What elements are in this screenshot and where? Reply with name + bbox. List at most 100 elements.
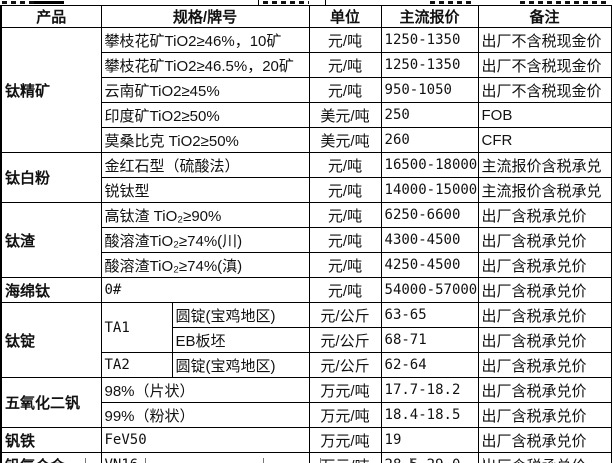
unit-cell: 万元/吨 xyxy=(308,377,382,403)
product-cell: 五氧化二钒 xyxy=(0,377,102,428)
clipped-text-fragment xyxy=(430,1,472,4)
note-cell: 出厂不含税现金价 xyxy=(477,77,612,103)
note-cell: 出厂不含税现金价 xyxy=(477,52,612,78)
header-spec: 规格/牌号 xyxy=(100,5,310,28)
note-cell: 出厂含税承兑价 xyxy=(477,352,612,378)
clipped-gridline-stub xyxy=(483,458,484,463)
clipped-text-fragment xyxy=(263,1,309,4)
product-cell: 钛渣 xyxy=(0,202,102,278)
product-cell: 钛锭 xyxy=(0,302,102,378)
note-cell: 出厂含税承兑价 xyxy=(477,452,612,463)
spec-cell: 高钛渣 TiO₂≥90% xyxy=(100,202,310,228)
table-row: 钛锭 TA1 圆锭(宝鸡地区) 元/公斤 63-65 出厂含税承兑价 xyxy=(0,302,612,378)
note-cell: 出厂不含税现金价 xyxy=(477,27,612,53)
clipped-gridline-stub xyxy=(410,458,411,463)
clipped-gridline-stub xyxy=(85,458,86,463)
clipped-gridline-stub xyxy=(325,0,326,5)
note-cell: 出厂含税承兑价 xyxy=(477,202,612,228)
spec-cell: 99%（粉状） xyxy=(100,402,310,428)
note-cell: 出厂含税承兑价 xyxy=(477,402,612,428)
grade-cell: TA1 xyxy=(100,302,173,353)
price-cell: 68-71 xyxy=(380,327,479,353)
clipped-text-fragment xyxy=(520,1,608,4)
spec-cell: 圆锭(宝鸡地区) xyxy=(171,302,310,328)
header-unit: 单位 xyxy=(308,5,382,28)
spec-cell: 攀枝花矿TiO2≥46%，10矿 xyxy=(100,27,310,53)
price-cell: 4300-4500 xyxy=(380,227,479,253)
price-cell: 18.4-18.5 xyxy=(380,402,479,428)
header-row: 产品 规格/牌号 单位 主流报价 备注 xyxy=(0,5,612,28)
spec-cell: 酸溶渣TiO₂≥74%(滇) xyxy=(100,252,310,278)
price-cell: 19 xyxy=(380,427,479,453)
spec-cell: EB板坯 xyxy=(171,327,310,353)
spec-cell: VN16 xyxy=(100,452,310,463)
unit-cell: 元/公斤 xyxy=(308,302,382,328)
spec-cell: 98%（片状） xyxy=(100,377,310,403)
spec-cell: 印度矿TiO2≥50% xyxy=(100,102,310,128)
grade-cell: TA2 xyxy=(100,352,173,378)
unit-cell: 元/吨 xyxy=(308,227,382,253)
price-table: 产品 规格/牌号 单位 主流报价 备注 钛精矿 攀枝花矿TiO2≥46%，10矿… xyxy=(0,5,612,463)
unit-cell: 元/吨 xyxy=(308,27,382,53)
note-cell: 出厂含税承兑价 xyxy=(477,227,612,253)
price-cell: 17.7-18.2 xyxy=(380,377,479,403)
unit-cell: 元/吨 xyxy=(308,177,382,203)
note-cell: FOB xyxy=(477,102,612,128)
note-cell: 出厂含税承兑价 xyxy=(477,302,612,328)
spec-cell: 云南矿TiO2≥45% xyxy=(100,77,310,103)
table-row: 五氧化二钒 98%（片状） 万元/吨 17.7-18.2 出厂含税承兑价 xyxy=(0,377,612,428)
header-product: 产品 xyxy=(0,5,102,28)
table-row: 攀枝花矿TiO2≥46.5%，20矿 元/吨 1250-1350 出厂不含税现金… xyxy=(1,52,612,78)
spec-cell: 莫桑比克 TiO2≥50% xyxy=(100,127,310,153)
unit-cell: 元/吨 xyxy=(308,77,382,103)
spec-cell: FeV50 xyxy=(100,427,310,453)
note-cell: 出厂含税承兑价 xyxy=(477,252,612,278)
clipped-gridline-stub xyxy=(263,458,264,463)
price-cell: 28.5-29.0 xyxy=(380,452,479,463)
product-cell: 海绵钛 xyxy=(0,277,102,303)
price-cell: 260 xyxy=(380,127,479,153)
unit-cell: 元/吨 xyxy=(308,252,382,278)
note-cell: 出厂含税承兑价 xyxy=(477,427,612,453)
table-row: 钛精矿 攀枝花矿TiO2≥46%，10矿 元/吨 1250-1350 出厂不含税… xyxy=(0,27,612,153)
product-cell: 钒氮合金 xyxy=(0,452,102,463)
price-cell: 63-65 xyxy=(380,302,479,328)
table-row: 钛渣 高钛渣 TiO₂≥90% 元/吨 6250-6600 出厂含税承兑价 xyxy=(0,202,612,278)
price-cell: 250 xyxy=(380,102,479,128)
price-cell: 1250-1350 xyxy=(380,27,479,53)
unit-cell: 美元/吨 xyxy=(308,127,382,153)
price-cell: 62-64 xyxy=(380,352,479,378)
spec-cell: 酸溶渣TiO₂≥74%(川) xyxy=(100,227,310,253)
table-row: TA2 圆锭(宝鸡地区) 元/公斤 62-64 出厂含税承兑价 xyxy=(1,352,612,378)
note-cell: 主流报价含税承兑 xyxy=(477,177,612,203)
spec-cell: 攀枝花矿TiO2≥46.5%，20矿 xyxy=(100,52,310,78)
unit-cell: 元/吨 xyxy=(308,52,382,78)
unit-cell: 元/吨 xyxy=(308,202,382,228)
table-row: 钛白粉 金红石型（硫酸法） 元/吨 16500-18000 主流报价含税承兑 xyxy=(0,152,612,203)
unit-cell: 元/公斤 xyxy=(308,352,382,378)
product-cell: 钛白粉 xyxy=(0,152,102,203)
price-cell: 16500-18000 xyxy=(380,152,479,178)
clipped-text-fragment xyxy=(2,1,34,4)
product-cell: 钛精矿 xyxy=(0,27,102,153)
price-cell: 950-1050 xyxy=(380,77,479,103)
spec-cell: 锐钛型 xyxy=(100,177,310,203)
table-row: 印度矿TiO2≥50% 美元/吨 250 FOB xyxy=(1,102,612,128)
unit-cell: 元/吨 xyxy=(308,277,382,303)
unit-cell: 万元/吨 xyxy=(308,427,382,453)
table-row: 钒氮合金 VN16 万元/吨 28.5-29.0 出厂含税承兑价 xyxy=(0,452,612,463)
price-cell: 6250-6600 xyxy=(380,202,479,228)
spec-cell: 0# xyxy=(100,277,310,303)
spec-cell: 圆锭(宝鸡地区) xyxy=(171,352,310,378)
price-cell: 1250-1350 xyxy=(380,52,479,78)
unit-cell: 美元/吨 xyxy=(308,102,382,128)
header-price: 主流报价 xyxy=(380,5,479,28)
note-cell: 出厂含税承兑价 xyxy=(477,277,612,303)
unit-cell: 万元/吨 xyxy=(308,402,382,428)
unit-cell: 元/吨 xyxy=(308,152,382,178)
table-row: 酸溶渣TiO₂≥74%(滇) 元/吨 4250-4500 出厂含税承兑价 xyxy=(1,252,612,278)
clipped-gridline-stub xyxy=(145,458,146,463)
note-cell: 出厂含税承兑价 xyxy=(477,327,612,353)
table-row: 99%（粉状） 万元/吨 18.4-18.5 出厂含税承兑价 xyxy=(1,402,612,428)
